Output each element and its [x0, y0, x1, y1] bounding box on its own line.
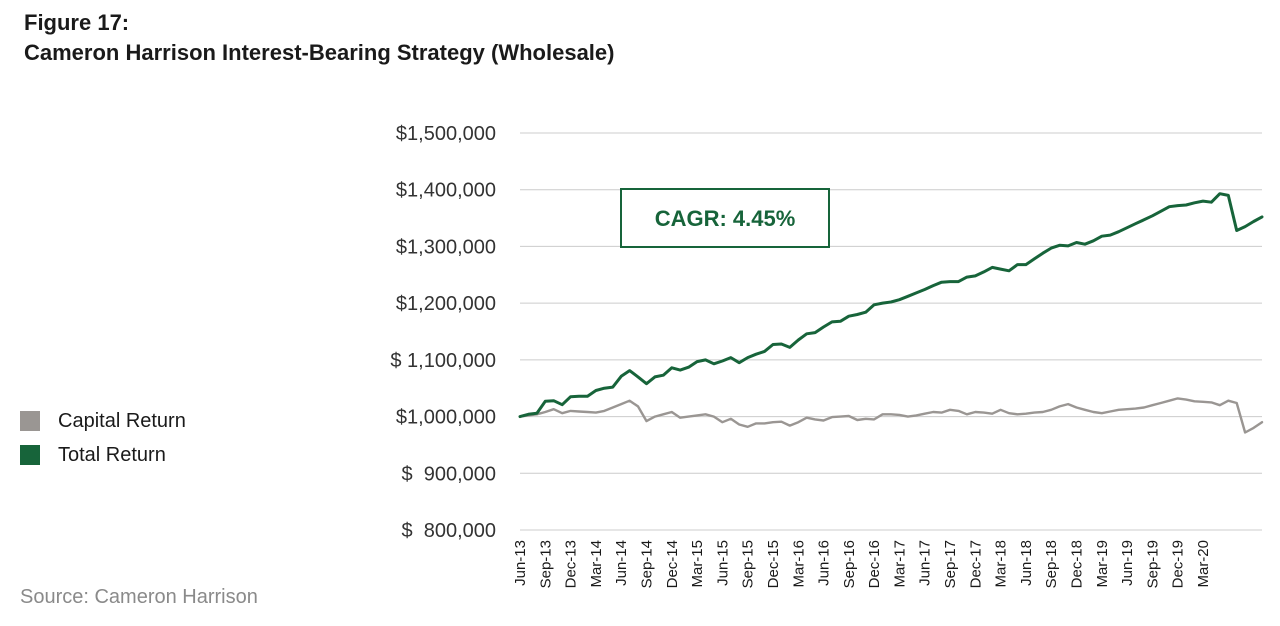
x-tick-label: Jun-17 — [917, 540, 934, 586]
legend-label-capital-return: Capital Return — [58, 409, 186, 432]
y-axis-ticks: $1,500,000 $1,400,000 $1,300,000 $1,200,000… — [390, 123, 496, 542]
x-tick-label: Jun-16 — [816, 540, 833, 586]
x-tick-label: Dec-18 — [1069, 540, 1086, 588]
x-tick-label: Sep-14 — [638, 540, 655, 588]
y-tick-label: $1,200,000 — [396, 293, 496, 315]
series-lines — [518, 192, 1264, 434]
cagr-annotation-box — [620, 188, 830, 248]
x-tick-label: Sep-15 — [740, 540, 757, 588]
x-tick-label: Dec-19 — [1170, 540, 1187, 588]
x-tick-label: Jun-13 — [512, 540, 529, 586]
chart-title: Cameron Harrison Interest-Bearing Strate… — [24, 40, 615, 65]
x-tick-label: Dec-13 — [563, 540, 580, 588]
capital-return-line — [518, 397, 1264, 434]
legend-label-total-return: Total Return — [58, 443, 166, 466]
x-tick-label: Sep-18 — [1043, 540, 1060, 588]
legend-item-total-return: Total Return — [20, 438, 186, 472]
legend-swatch-total-return — [20, 445, 40, 465]
y-tick-label: $ 800,000 — [401, 520, 496, 542]
x-tick-label: Mar-14 — [588, 540, 605, 588]
cagr-annotation: CAGR: 4.45% — [620, 188, 830, 248]
y-tick-label: $1,500,000 — [396, 123, 496, 145]
x-tick-label: Jun-19 — [1119, 540, 1136, 586]
total-return-line — [518, 192, 1264, 419]
x-tick-label: Jun-14 — [613, 540, 630, 586]
x-tick-label: Sep-17 — [942, 540, 959, 588]
legend-item-capital-return: Capital Return — [20, 404, 186, 438]
x-tick-label: Mar-17 — [891, 540, 908, 588]
y-tick-label: $ 1,100,000 — [390, 350, 496, 372]
x-tick-label: Dec-16 — [866, 540, 883, 588]
x-tick-label: Dec-14 — [664, 540, 681, 588]
y-tick-label: $1,000,000 — [396, 407, 496, 429]
x-tick-label: Dec-15 — [765, 540, 782, 588]
x-tick-label: Dec-17 — [967, 540, 984, 588]
x-axis-ticks: Jun-13 Sep-13 Dec-13 Mar-14 Jun-14 Sep-14 Dec-… — [512, 540, 1212, 588]
x-tick-label: Mar-20 — [1195, 540, 1212, 588]
figure-label: Figure 17: — [24, 10, 130, 35]
y-tick-label: $1,300,000 — [396, 236, 496, 258]
y-tick-label: $1,400,000 — [396, 180, 496, 202]
x-tick-label: Sep-13 — [537, 540, 554, 588]
x-tick-label: Mar-19 — [1094, 540, 1111, 588]
source-note: Source: Cameron Harrison — [20, 586, 258, 608]
x-tick-label: Mar-15 — [689, 540, 706, 588]
x-tick-label: Mar-18 — [993, 540, 1010, 588]
x-tick-label: Sep-16 — [841, 540, 858, 588]
x-tick-label: Jun-15 — [714, 540, 731, 586]
x-tick-label: Mar-16 — [790, 540, 807, 588]
y-tick-label: $ 900,000 — [401, 463, 496, 485]
x-tick-label: Sep-19 — [1144, 540, 1161, 588]
cagr-annotation-text: CAGR: 4.45% — [655, 206, 796, 231]
legend-swatch-capital-return — [20, 411, 40, 431]
legend: Capital Return Total Return — [20, 404, 186, 472]
x-tick-label: Jun-18 — [1018, 540, 1035, 586]
